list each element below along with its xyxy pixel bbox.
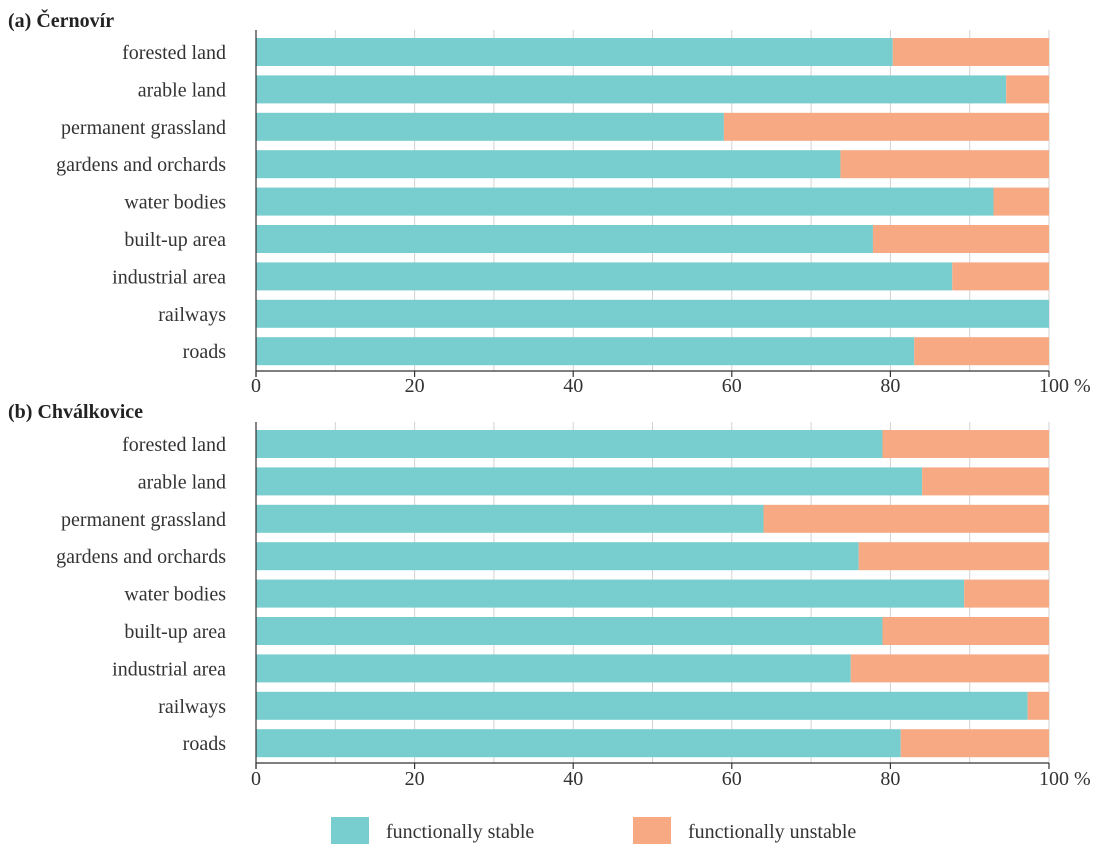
legend-swatch xyxy=(633,817,671,844)
bar-stable xyxy=(256,729,901,758)
bar-stable xyxy=(256,430,883,458)
bar-unstable xyxy=(763,504,1049,533)
x-tick-label: 60 xyxy=(722,375,742,397)
bar-unstable xyxy=(914,337,1049,366)
category-label: permanent grassland xyxy=(61,117,226,139)
bar-stable xyxy=(256,467,923,496)
bar-stable xyxy=(256,38,893,66)
bar-stable xyxy=(256,225,873,253)
category-label: gardens and orchards xyxy=(56,546,226,568)
x-tick-label: 100 % xyxy=(1039,375,1091,397)
panel-title: (a) Černovír xyxy=(8,8,114,32)
bar-unstable xyxy=(850,654,1049,683)
bar-stable xyxy=(256,617,883,645)
category-label: gardens and orchards xyxy=(56,154,226,176)
category-label: water bodies xyxy=(124,584,226,606)
x-tick-label: 60 xyxy=(722,768,742,790)
category-label: roads xyxy=(183,341,227,363)
bar-unstable xyxy=(723,112,1049,141)
bar-unstable xyxy=(882,430,1049,458)
x-tick-label: 20 xyxy=(405,768,425,790)
x-tick-label: 100 % xyxy=(1039,768,1091,790)
category-label: arable land xyxy=(138,79,226,101)
bar-stable xyxy=(256,75,1007,104)
legend-label: functionally stable xyxy=(386,821,534,843)
x-tick-label: 40 xyxy=(563,375,583,397)
bar-stable xyxy=(256,504,764,533)
bar-unstable xyxy=(872,225,1049,253)
x-tick-label: 20 xyxy=(405,375,425,397)
bar-unstable xyxy=(1006,75,1049,104)
category-label: forested land xyxy=(122,434,226,456)
bar-stable xyxy=(256,299,1049,328)
bar-unstable xyxy=(952,262,1049,291)
category-label: built-up area xyxy=(124,621,226,643)
bar-unstable xyxy=(900,729,1049,758)
bar-unstable xyxy=(882,617,1049,645)
category-label: roads xyxy=(183,733,227,755)
bar-unstable xyxy=(922,467,1049,496)
x-tick-label: 0 xyxy=(251,375,261,397)
bar-unstable xyxy=(993,187,1049,216)
bar-stable xyxy=(256,262,953,291)
bar-unstable xyxy=(964,579,1049,608)
bar-unstable xyxy=(840,150,1049,179)
x-tick-label: 80 xyxy=(880,375,900,397)
category-label: built-up area xyxy=(124,229,226,251)
bar-unstable xyxy=(858,542,1049,571)
bar-stable xyxy=(256,150,841,179)
legend-label: functionally unstable xyxy=(688,821,856,843)
bar-stable xyxy=(256,542,859,571)
legend-swatch xyxy=(331,817,369,844)
bar-stable xyxy=(256,337,915,366)
category-label: forested land xyxy=(122,42,226,64)
category-label: water bodies xyxy=(124,192,226,214)
bar-stable xyxy=(256,187,994,216)
category-label: industrial area xyxy=(112,266,226,288)
bar-unstable xyxy=(1027,691,1049,720)
bar-stable xyxy=(256,112,724,141)
x-tick-label: 0 xyxy=(251,768,261,790)
category-label: arable land xyxy=(138,471,226,493)
category-label: permanent grassland xyxy=(61,509,226,531)
category-label: railways xyxy=(158,304,226,326)
x-tick-label: 40 xyxy=(563,768,583,790)
bar-unstable xyxy=(892,38,1049,66)
category-label: industrial area xyxy=(112,658,226,680)
x-tick-label: 80 xyxy=(880,768,900,790)
panel-title: (b) Chválkovice xyxy=(8,401,143,423)
bar-stable xyxy=(256,654,851,683)
bar-stable xyxy=(256,691,1028,720)
bar-stable xyxy=(256,579,965,608)
category-label: railways xyxy=(158,696,226,718)
